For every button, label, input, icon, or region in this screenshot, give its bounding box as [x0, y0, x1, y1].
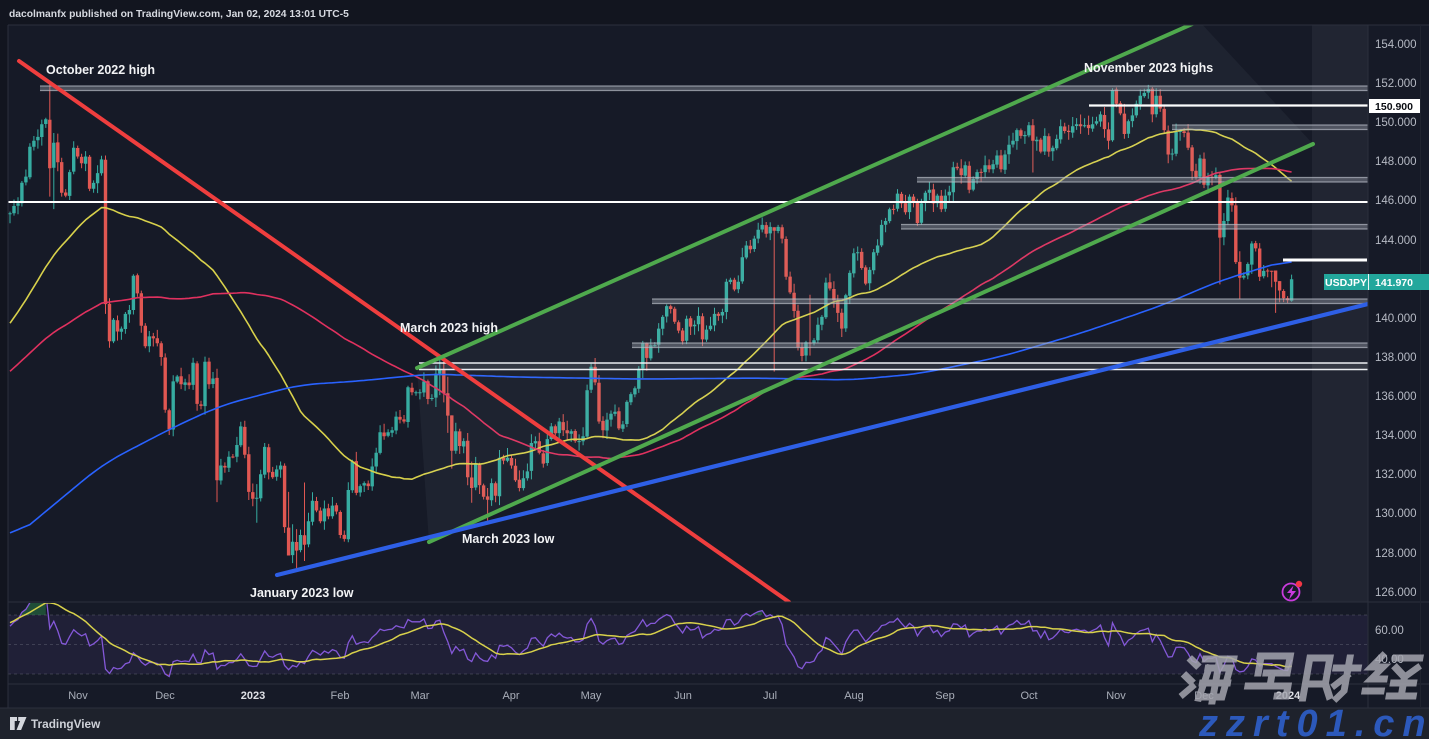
svg-text:zzrt01.cn: zzrt01.cn — [1198, 703, 1429, 739]
svg-text:Apr: Apr — [502, 690, 519, 702]
svg-text:152.000: 152.000 — [1375, 78, 1417, 90]
svg-text:March 2023 high: March 2023 high — [400, 321, 498, 335]
svg-text:138.000: 138.000 — [1375, 352, 1417, 364]
svg-text:May: May — [581, 690, 602, 702]
svg-text:TradingView: TradingView — [31, 717, 101, 731]
svg-text:March 2023 low: March 2023 low — [462, 532, 555, 546]
svg-text:154.000: 154.000 — [1375, 39, 1417, 51]
svg-text:Aug: Aug — [844, 690, 864, 702]
svg-text:Jun: Jun — [674, 690, 692, 702]
svg-text:132.000: 132.000 — [1375, 469, 1417, 481]
svg-text:2023: 2023 — [241, 690, 265, 702]
svg-text:134.000: 134.000 — [1375, 430, 1417, 442]
svg-text:Feb: Feb — [331, 690, 350, 702]
svg-text:Jul: Jul — [763, 690, 777, 702]
svg-text:Oct: Oct — [1020, 690, 1037, 702]
svg-text:Nov: Nov — [1106, 690, 1126, 702]
svg-text:130.000: 130.000 — [1375, 508, 1417, 520]
svg-text:USDJPY: USDJPY — [1325, 277, 1367, 289]
svg-text:October 2022 high: October 2022 high — [46, 63, 155, 77]
svg-text:144.000: 144.000 — [1375, 235, 1417, 247]
svg-text:146.000: 146.000 — [1375, 195, 1417, 207]
svg-text:126.000: 126.000 — [1375, 587, 1417, 599]
svg-text:Sep: Sep — [935, 690, 955, 702]
svg-text:141.970: 141.970 — [1375, 277, 1413, 289]
svg-text:140.000: 140.000 — [1375, 313, 1417, 325]
svg-text:Nov: Nov — [68, 690, 88, 702]
svg-text:150.900: 150.900 — [1375, 101, 1413, 113]
svg-text:Dec: Dec — [155, 690, 175, 702]
svg-text:150.000: 150.000 — [1375, 117, 1417, 129]
svg-text:dacolmanfx published on Tradin: dacolmanfx published on TradingView.com,… — [9, 9, 349, 20]
svg-text:January 2023 low: January 2023 low — [250, 586, 354, 600]
svg-text:60.00: 60.00 — [1375, 625, 1404, 637]
svg-text:136.000: 136.000 — [1375, 391, 1417, 403]
svg-text:148.000: 148.000 — [1375, 156, 1417, 168]
svg-text:128.000: 128.000 — [1375, 548, 1417, 560]
svg-text:Mar: Mar — [411, 690, 430, 702]
svg-text:November 2023 highs: November 2023 highs — [1084, 61, 1213, 75]
